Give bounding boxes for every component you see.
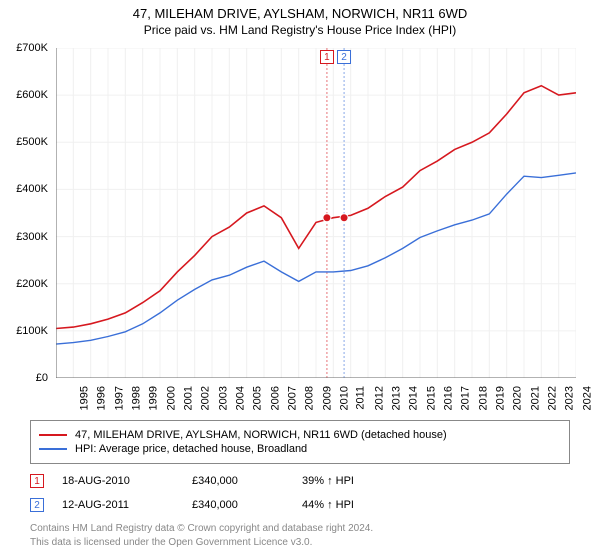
- x-tick-label: 1995: [78, 386, 90, 410]
- x-tick-label: 1998: [130, 386, 142, 410]
- legend: 47, MILEHAM DRIVE, AYLSHAM, NORWICH, NR1…: [30, 420, 570, 464]
- x-tick-label: 2007: [286, 386, 298, 410]
- y-tick-label: £600K: [0, 89, 48, 101]
- x-tick-label: 1996: [96, 386, 108, 410]
- x-tick-label: 2003: [217, 386, 229, 410]
- x-tick-label: 2022: [546, 386, 558, 410]
- y-tick-label: £0: [0, 372, 48, 384]
- footer-block: 47, MILEHAM DRIVE, AYLSHAM, NORWICH, NR1…: [30, 420, 570, 549]
- license-line1: Contains HM Land Registry data © Crown c…: [30, 522, 570, 536]
- legend-swatch: [39, 448, 67, 450]
- x-tick-label: 2005: [252, 386, 264, 410]
- sale-date: 18-AUG-2010: [62, 475, 192, 487]
- title-line1: 47, MILEHAM DRIVE, AYLSHAM, NORWICH, NR1…: [0, 6, 600, 21]
- x-tick-label: 2023: [564, 386, 576, 410]
- chart-svg: [56, 48, 576, 378]
- sale-marker-box: 2: [337, 50, 351, 64]
- x-tick-label: 2004: [234, 386, 246, 410]
- x-tick-label: 2021: [529, 386, 541, 410]
- y-tick-label: £700K: [0, 42, 48, 54]
- x-tick-label: 1999: [148, 386, 160, 410]
- x-tick-label: 2018: [477, 386, 489, 410]
- legend-label: HPI: Average price, detached house, Broa…: [75, 443, 307, 455]
- x-tick-label: 2008: [304, 386, 316, 410]
- sale-row: 2 12-AUG-2011£340,00044% ↑ HPI: [30, 498, 570, 512]
- y-tick-label: £200K: [0, 278, 48, 290]
- x-tick-label: 2000: [165, 386, 177, 410]
- sale-price: £340,000: [192, 475, 302, 487]
- x-tick-label: 1997: [113, 386, 125, 410]
- chart-plot-area: £0£100K£200K£300K£400K£500K£600K£700K199…: [56, 48, 576, 378]
- x-tick-label: 2011: [355, 386, 367, 410]
- chart-container: 47, MILEHAM DRIVE, AYLSHAM, NORWICH, NR1…: [0, 0, 600, 560]
- sale-num-box: 1: [30, 474, 44, 488]
- y-tick-label: £400K: [0, 183, 48, 195]
- y-tick-label: £300K: [0, 231, 48, 243]
- sale-pct: 39% ↑ HPI: [302, 475, 412, 487]
- title-line2: Price paid vs. HM Land Registry's House …: [0, 23, 600, 37]
- legend-label: 47, MILEHAM DRIVE, AYLSHAM, NORWICH, NR1…: [75, 429, 447, 441]
- x-tick-label: 2009: [321, 386, 333, 410]
- sale-pct: 44% ↑ HPI: [302, 499, 412, 511]
- sale-row: 1 18-AUG-2010£340,00039% ↑ HPI: [30, 474, 570, 488]
- x-tick-label: 2016: [442, 386, 454, 410]
- sale-num-box: 2: [30, 498, 44, 512]
- sales-table: 1 18-AUG-2010£340,00039% ↑ HPI 2 12-AUG-201…: [30, 474, 570, 512]
- x-tick-label: 2002: [200, 386, 212, 410]
- x-tick-label: 2001: [182, 386, 194, 410]
- legend-swatch: [39, 434, 67, 436]
- sale-marker-box: 1: [320, 50, 334, 64]
- license-line2: This data is licensed under the Open Gov…: [30, 536, 570, 550]
- legend-row: HPI: Average price, detached house, Broa…: [39, 443, 561, 455]
- legend-row: 47, MILEHAM DRIVE, AYLSHAM, NORWICH, NR1…: [39, 429, 561, 441]
- y-tick-label: £100K: [0, 325, 48, 337]
- sale-date: 12-AUG-2011: [62, 499, 192, 511]
- x-tick-label: 2013: [390, 386, 402, 410]
- x-tick-label: 2012: [373, 386, 385, 410]
- x-tick-label: 2024: [581, 386, 593, 410]
- y-tick-label: £500K: [0, 136, 48, 148]
- license-text: Contains HM Land Registry data © Crown c…: [30, 522, 570, 549]
- x-tick-label: 2017: [460, 386, 472, 410]
- x-tick-label: 2019: [494, 386, 506, 410]
- x-tick-label: 2010: [338, 386, 350, 410]
- x-tick-label: 2014: [408, 386, 420, 410]
- sale-price: £340,000: [192, 499, 302, 511]
- x-tick-label: 2006: [269, 386, 281, 410]
- title-block: 47, MILEHAM DRIVE, AYLSHAM, NORWICH, NR1…: [0, 0, 600, 37]
- x-tick-label: 2015: [425, 386, 437, 410]
- x-tick-label: 2020: [512, 386, 524, 410]
